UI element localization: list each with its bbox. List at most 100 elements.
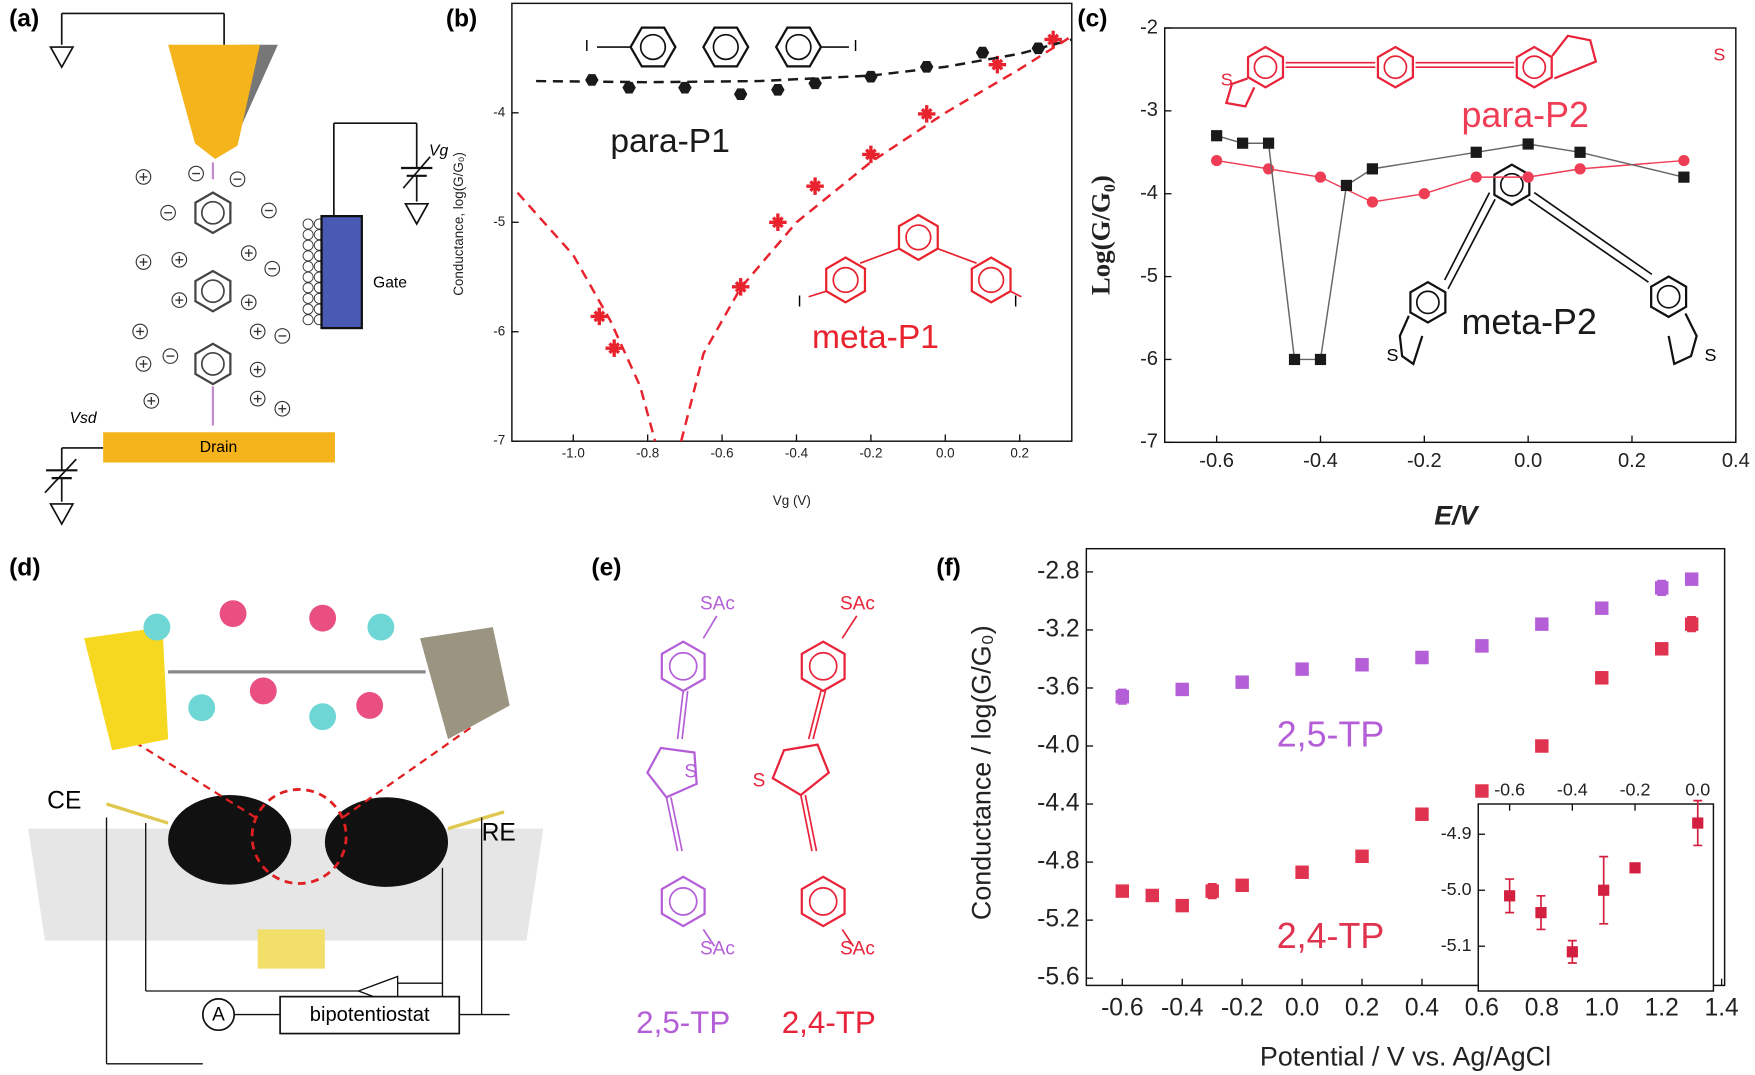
series-label: para-P2: [1461, 95, 1588, 135]
chart: -1.0 -0.8 -0.6 -0.4 -0.2 0.0 0.2 -7 -6 -5 -4 Vg (V)…: [451, 2, 1073, 508]
ring: [1667, 313, 1698, 366]
x-axis-label: Vg (V): [773, 493, 811, 508]
point: [1366, 163, 1378, 175]
point: [1295, 662, 1309, 676]
y-axis-label: Conductance / log(G/G₀): [966, 625, 996, 920]
ion: [249, 677, 277, 705]
drawing-line: [447, 810, 505, 831]
panel-label: (b): [446, 6, 477, 33]
x-tick-label: -0.4: [1557, 779, 1588, 799]
point: [1566, 946, 1578, 958]
y-axis-label: Log(G/G₀): [1085, 175, 1115, 295]
point: [1684, 617, 1699, 631]
point: [1574, 163, 1586, 175]
y-tick-label: -4.0: [1037, 732, 1079, 759]
point: [1654, 581, 1669, 595]
x-tick-label: 0.4: [1722, 450, 1750, 472]
series-label: meta-P2: [1461, 302, 1596, 342]
gate-ion: [302, 314, 314, 326]
ion: [367, 613, 395, 641]
point: [1340, 179, 1353, 192]
ground: [404, 202, 430, 226]
point: [1175, 898, 1189, 913]
drawing-line: [681, 690, 689, 740]
x-tick-label: -0.4: [1161, 994, 1203, 1021]
ring: [774, 26, 823, 68]
point: [605, 339, 623, 357]
ring-inner: [978, 266, 1005, 294]
ring: [1224, 77, 1256, 108]
x-tick-label: -0.6: [711, 446, 734, 461]
drawing-line: [841, 928, 855, 947]
point: [1288, 353, 1301, 366]
fit-curve: [516, 191, 657, 442]
ring: [194, 269, 232, 313]
x-tick-label: -0.2: [859, 446, 882, 461]
panel-label: (a): [9, 6, 39, 33]
chart: -0.6 -0.4 -0.2 0.0 -5.1 -5.0 -4.9: [1441, 779, 1715, 992]
y-axis-label: Conductance, log(G/G₀): [451, 152, 466, 296]
drawing-line: [859, 247, 900, 264]
electrode: [324, 797, 449, 887]
ring: [825, 256, 867, 304]
point: [1355, 658, 1369, 672]
ring-inner: [639, 33, 667, 61]
y-tick-label: -3.6: [1037, 673, 1079, 700]
ion: [143, 613, 171, 641]
point: [1355, 849, 1369, 864]
y-tick-label: -6: [493, 323, 505, 338]
re-label: RE: [482, 820, 516, 847]
ring: [970, 256, 1012, 304]
gate-ion: [302, 261, 314, 272]
gate-ion: [302, 292, 314, 304]
ring: [194, 342, 232, 386]
x-tick-label: -0.6: [1199, 450, 1234, 472]
drawing-line: [799, 794, 813, 852]
gate-ion: [302, 250, 314, 262]
drawing-line: [804, 794, 818, 852]
point: [862, 145, 880, 164]
atom-label: I: [797, 293, 801, 310]
point: [622, 81, 636, 94]
stm-tip: [168, 44, 260, 160]
y-tick-label: -5.6: [1037, 964, 1079, 991]
point: [1629, 862, 1641, 874]
point: [988, 55, 1007, 74]
point: [1522, 138, 1534, 150]
y-tick-label: -5: [1140, 265, 1158, 287]
ring: [1515, 45, 1553, 89]
x-tick-label: -0.4: [1303, 450, 1338, 472]
drawing-line: [1443, 192, 1491, 281]
ring: [702, 26, 750, 68]
point: [1115, 884, 1130, 898]
x-tick-label: -0.2: [1620, 779, 1651, 799]
x-tick-label: 1.0: [1585, 994, 1619, 1021]
point: [1535, 617, 1549, 631]
ring-inner: [905, 224, 932, 251]
point: [917, 105, 936, 123]
point: [975, 46, 990, 59]
point: [1314, 171, 1327, 183]
point: [1470, 146, 1482, 158]
point: [1654, 642, 1669, 656]
ring: [1650, 275, 1688, 319]
point: [806, 177, 824, 195]
series-label: meta-P1: [812, 319, 939, 356]
drawing-line: [812, 690, 827, 740]
y-tick-label: -2: [1140, 16, 1158, 38]
x-tick-label: 0.0: [1685, 779, 1710, 799]
gate-ion: [302, 218, 314, 230]
y-tick-label: -3: [1140, 99, 1158, 121]
y-tick-label: -4: [493, 104, 505, 119]
atom-label: S: [753, 771, 766, 792]
atom-label: I: [853, 38, 857, 55]
ring-inner: [808, 651, 838, 681]
x-tick-label: -0.4: [785, 446, 809, 461]
y-tick-label: -5.2: [1037, 906, 1079, 933]
ion: [356, 692, 384, 719]
ion: [188, 694, 216, 722]
point: [1235, 878, 1249, 893]
zoom-circle: [250, 788, 348, 885]
x-tick-label: 0.6: [1465, 994, 1499, 1021]
gate-ion: [302, 239, 314, 251]
